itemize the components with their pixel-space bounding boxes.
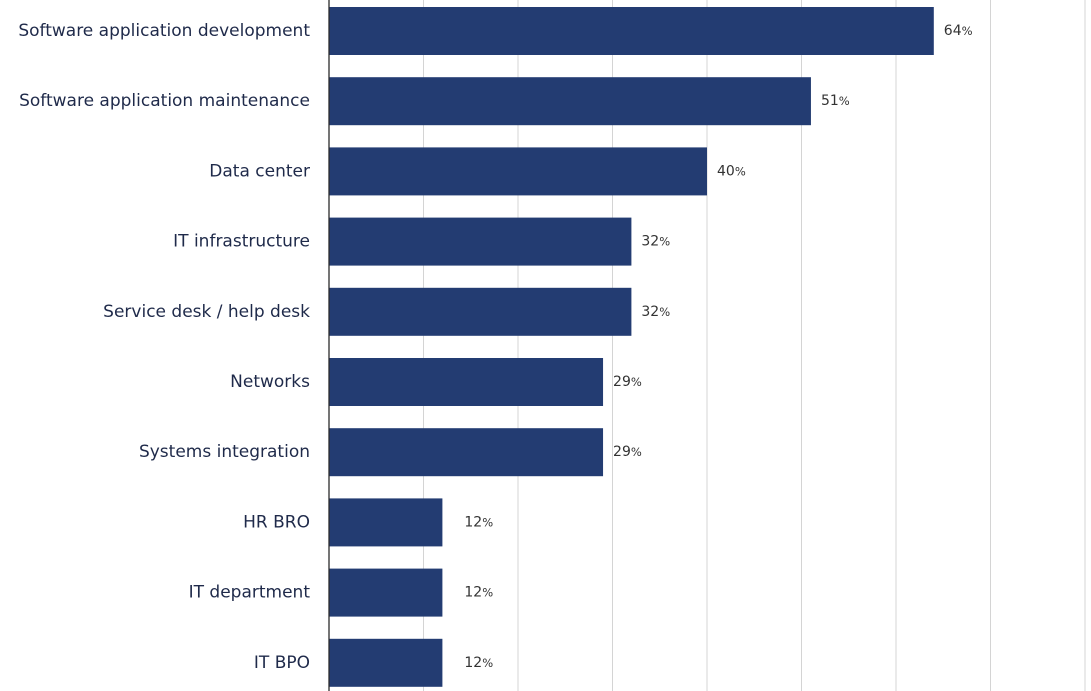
value-unit-1: % [839, 94, 850, 108]
value-number-8: 12 [464, 585, 482, 601]
value-label-9: 12% [464, 655, 493, 671]
category-labels: Software application development Software… [18, 21, 310, 673]
category-label-6: Systems integration [139, 442, 310, 462]
value-unit-0: % [962, 24, 973, 38]
bar-8 [329, 568, 443, 617]
value-number-2: 40 [717, 163, 735, 179]
value-unit-3: % [659, 235, 670, 249]
value-labels: 64%51%40%32%32%29%29%12%12%12% [464, 23, 972, 671]
value-label-7: 12% [464, 514, 493, 530]
value-unit-5: % [631, 375, 642, 389]
bar-4 [329, 287, 632, 336]
category-label-0: Software application development [18, 21, 310, 41]
bar-6 [329, 428, 604, 477]
bar-1 [329, 77, 811, 126]
value-label-6: 29% [613, 444, 642, 460]
bar-3 [329, 217, 632, 266]
category-label-9: IT BPO [254, 653, 310, 673]
value-label-0: 64% [944, 23, 973, 39]
value-number-3: 32 [641, 234, 659, 250]
value-number-6: 29 [613, 444, 631, 460]
value-unit-8: % [482, 586, 493, 600]
value-label-8: 12% [464, 585, 493, 601]
category-label-3: IT infrastructure [173, 232, 310, 252]
value-number-5: 29 [613, 374, 631, 390]
value-unit-2: % [735, 164, 746, 178]
bar-9 [329, 638, 443, 687]
category-label-2: Data center [209, 161, 310, 181]
category-label-7: HR BRO [243, 512, 310, 532]
value-number-7: 12 [464, 514, 482, 530]
value-unit-7: % [482, 515, 493, 529]
value-label-3: 32% [641, 234, 670, 250]
category-label-5: Networks [230, 372, 310, 392]
bar-0 [329, 7, 934, 55]
value-unit-6: % [631, 445, 642, 459]
value-unit-9: % [482, 656, 493, 670]
value-label-4: 32% [641, 304, 670, 320]
value-number-0: 64 [944, 23, 962, 39]
value-number-1: 51 [821, 93, 839, 109]
value-label-1: 51% [821, 93, 850, 109]
category-label-8: IT department [189, 583, 311, 603]
category-label-4: Service desk / help desk [103, 302, 310, 322]
bars [329, 7, 934, 687]
value-number-4: 32 [641, 304, 659, 320]
bar-7 [329, 498, 443, 547]
category-label-1: Software application maintenance [19, 91, 310, 111]
value-number-9: 12 [464, 655, 482, 671]
value-label-2: 40% [717, 163, 746, 179]
bar-5 [329, 358, 604, 406]
value-unit-4: % [659, 305, 670, 319]
bar-2 [329, 147, 707, 196]
value-label-5: 29% [613, 374, 642, 390]
